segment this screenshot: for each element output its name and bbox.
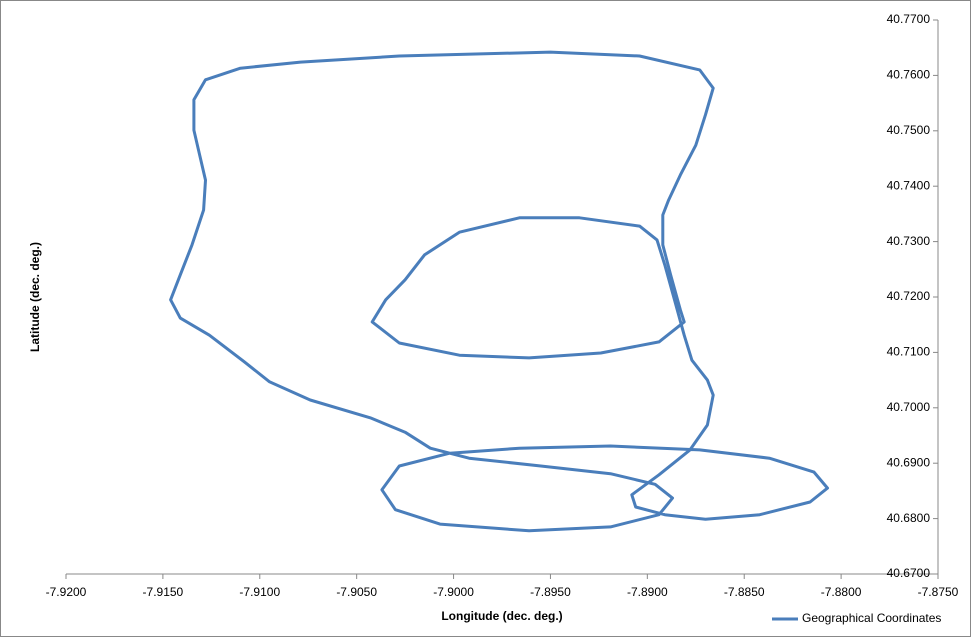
y-tick-label: 40.7600 [887,68,931,82]
y-tick-label: 40.7000 [887,400,931,414]
y-tick-label: 40.6700 [887,566,931,580]
x-tick-label: -7.8900 [627,585,668,599]
y-tick-label: 40.7200 [887,289,931,303]
y-tick-label: 40.7500 [887,123,931,137]
y-tick-label: 40.7100 [887,345,931,359]
legend-label: Geographical Coordinates [802,611,941,625]
x-tick-label: -7.9150 [143,585,184,599]
x-tick-label: -7.9050 [336,585,377,599]
x-tick-label: -7.8950 [530,585,571,599]
y-tick-label: 40.6900 [887,455,931,469]
y-tick-label: 40.7300 [887,234,931,248]
x-axis-title: Longitude (dec. deg.) [441,609,562,623]
y-tick-label: 40.7400 [887,178,931,192]
y-tick-label: 40.6800 [887,511,931,525]
x-tick-label: -7.8750 [918,585,959,599]
x-tick-label: -7.9000 [433,585,474,599]
y-tick-label: 40.7700 [887,12,931,26]
x-tick-label: -7.9200 [46,585,87,599]
x-tick-label: -7.8800 [821,585,862,599]
trajectory-line [169,50,829,533]
x-tick-label: -7.8850 [724,585,765,599]
x-tick-label: -7.9100 [239,585,280,599]
y-axis-title: Latitude (dec. deg.) [28,242,42,352]
